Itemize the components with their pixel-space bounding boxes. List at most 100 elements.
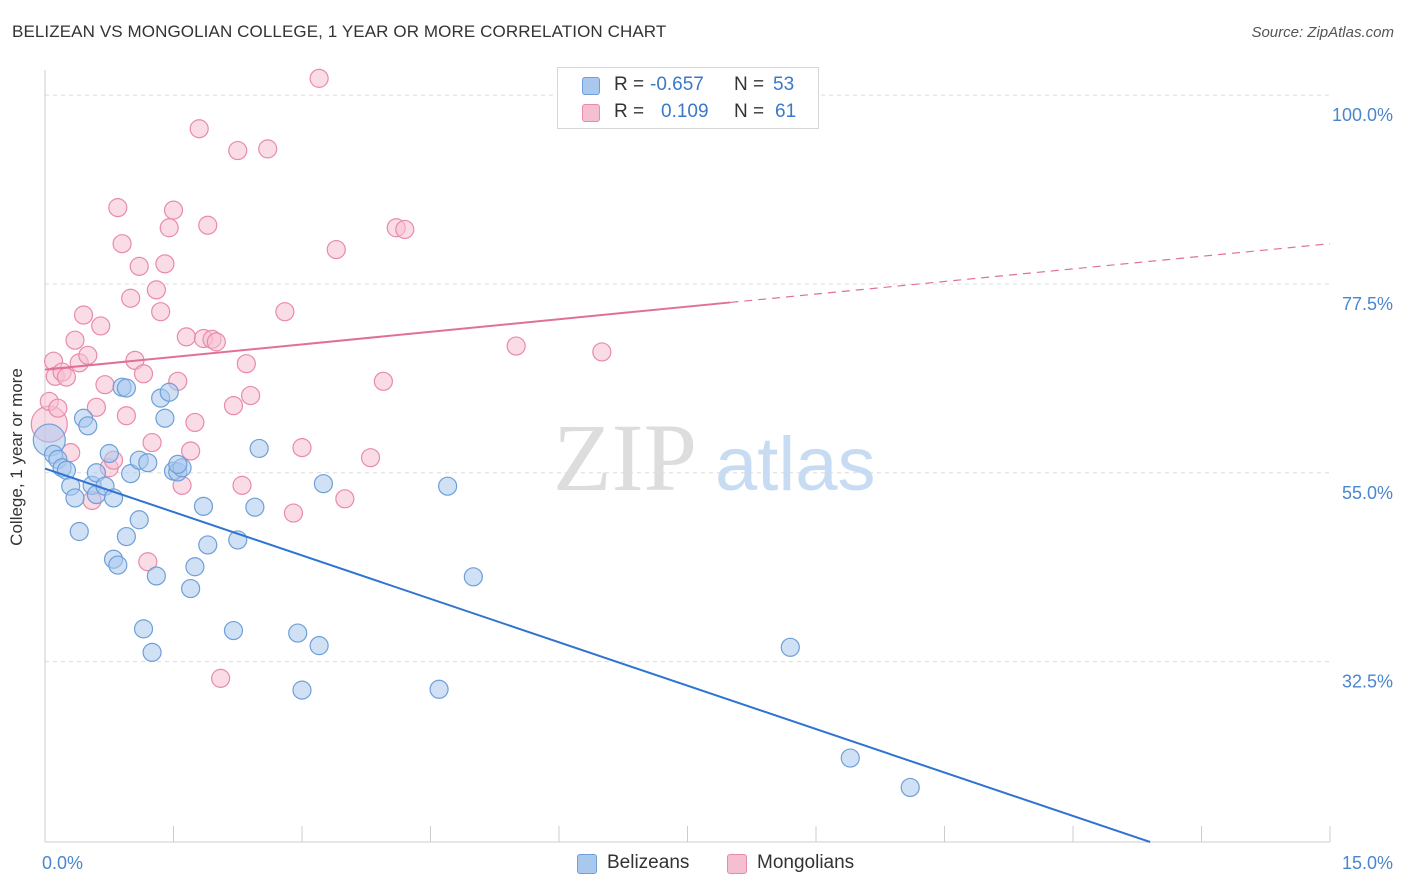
- mongolian-point-35: [181, 441, 201, 461]
- y-tick-label-0: 100.0%: [1332, 105, 1393, 125]
- mongolian-point-60: [592, 342, 612, 362]
- belizean-point-25: [138, 453, 158, 473]
- mongolian-point-58: [395, 219, 415, 240]
- belizean-point-29: [155, 408, 175, 428]
- mongolian-point-27: [146, 280, 166, 300]
- r-value: 0.109: [661, 101, 709, 122]
- mongolian-point-55: [360, 448, 381, 468]
- belizean-point-21: [121, 464, 141, 484]
- mongolian-point-31: [163, 200, 184, 220]
- belizean-point-9: [78, 416, 98, 436]
- mongolian-point-56: [373, 371, 393, 391]
- legend-swatch-pink: [727, 854, 747, 874]
- mongolian-point-25: [138, 552, 158, 572]
- mongolian-point-37: [189, 119, 209, 139]
- stats-row-mongolians: R = 0.109 N = 61: [558, 100, 820, 126]
- mongolian-point-13: [86, 397, 107, 417]
- stats-legend: R = -0.657 N = 53 R = 0.109 N = 61: [557, 67, 819, 129]
- mongolian-point-45: [232, 475, 252, 495]
- mongolian-point-21: [121, 288, 141, 308]
- mongolian-point-11: [78, 345, 98, 365]
- mongolian-point-29: [155, 254, 175, 274]
- belizean-point-30: [159, 382, 179, 402]
- stats-row-belizeans: R = -0.657 N = 53: [558, 73, 820, 99]
- mongolian-point-36: [185, 412, 205, 433]
- watermark: ZIP atlas: [553, 404, 876, 511]
- r-value: -0.657: [650, 74, 704, 95]
- mongolian-point-15: [95, 375, 115, 395]
- mongolian-point-28: [151, 302, 171, 322]
- x-tick-label-1: 15.0%: [1342, 853, 1393, 873]
- y-tick-labels: 100.0% 77.5% 55.0% 32.5%: [1332, 105, 1393, 691]
- mongolian-point-19: [112, 234, 132, 254]
- r-label: R =: [614, 74, 645, 95]
- mongolian-point-30: [159, 218, 179, 238]
- belizean-point-34: [181, 578, 201, 599]
- mongolian-point-26: [142, 432, 162, 453]
- series-belizeans-points: [32, 377, 920, 798]
- belizean-point-6: [65, 488, 85, 508]
- mongolian-point-4: [48, 398, 68, 418]
- y-tick-label-3: 32.5%: [1342, 672, 1393, 692]
- belizean-point-40: [245, 497, 265, 517]
- mongolian-point-20: [116, 406, 136, 426]
- belizean-point-51: [900, 777, 920, 798]
- mongolian-point-24: [133, 364, 154, 384]
- mongolians-trend-extension: [730, 243, 1331, 304]
- mongolian-point-54: [335, 489, 355, 509]
- belizean-point-38: [223, 620, 244, 641]
- n-value: 53: [773, 74, 795, 95]
- belizean-point-17: [108, 555, 128, 575]
- x-tick-label-0: 0.0%: [42, 853, 83, 873]
- mongolian-point-53: [326, 239, 346, 260]
- mongolian-point-23: [129, 256, 149, 276]
- belizean-point-27: [146, 566, 166, 586]
- r-label: R =: [614, 101, 645, 122]
- mongolian-point-10: [73, 305, 94, 325]
- chart-title: BELIZEAN VS MONGOLIAN COLLEGE, 1 YEAR OR…: [12, 22, 667, 41]
- mongolian-point-47: [241, 385, 261, 406]
- mongolian-point-59: [506, 336, 526, 356]
- mongolian-point-8: [65, 330, 85, 350]
- mongolian-point-34: [176, 327, 196, 347]
- trend-lines: [44, 243, 1331, 843]
- belizean-point-19: [116, 378, 136, 398]
- mongolian-point-49: [275, 302, 295, 322]
- mongolian-point-50: [283, 503, 304, 523]
- legend-label: Mongolians: [757, 852, 855, 873]
- belizean-point-23: [129, 510, 149, 530]
- belizean-point-7: [69, 521, 89, 542]
- belizean-point-35: [185, 557, 205, 577]
- belizean-point-14: [99, 443, 119, 464]
- belizean-point-49: [780, 637, 800, 657]
- y-tick-label-2: 55.0%: [1342, 483, 1393, 503]
- mongolian-point-14: [91, 316, 111, 336]
- source-label: Source: ZipAtlas.com: [1251, 24, 1394, 41]
- belizeans-trend-line: [44, 467, 1151, 843]
- legend-swatch-blue: [577, 854, 597, 874]
- belizean-point-42: [288, 623, 308, 643]
- belizean-point-48: [463, 567, 483, 587]
- legend-label: Belizeans: [607, 852, 690, 873]
- mongolian-point-51: [292, 438, 312, 458]
- y-axis-label: College, 1 year or more: [7, 368, 26, 546]
- series-legend: Belizeans Mongolians: [0, 852, 1406, 878]
- belizean-point-26: [142, 642, 162, 662]
- belizean-point-36: [193, 496, 214, 516]
- mongolian-point-6: [56, 367, 77, 387]
- belizean-point-24: [133, 619, 154, 639]
- legend-swatch-pink: [582, 104, 600, 122]
- belizean-point-44: [309, 636, 329, 656]
- mongolian-point-52: [309, 68, 329, 88]
- watermark-atlas: atlas: [715, 422, 876, 507]
- belizean-point-52: [168, 454, 188, 474]
- belizean-point-11: [86, 463, 107, 483]
- belizean-point-20: [116, 526, 136, 547]
- y-tick-label-1: 77.5%: [1342, 294, 1393, 314]
- legend-swatch-blue: [582, 77, 600, 95]
- watermark-zip: ZIP: [553, 404, 697, 511]
- mongolian-point-44: [228, 140, 248, 161]
- belizean-point-46: [429, 679, 449, 699]
- mongolian-point-39: [198, 215, 218, 235]
